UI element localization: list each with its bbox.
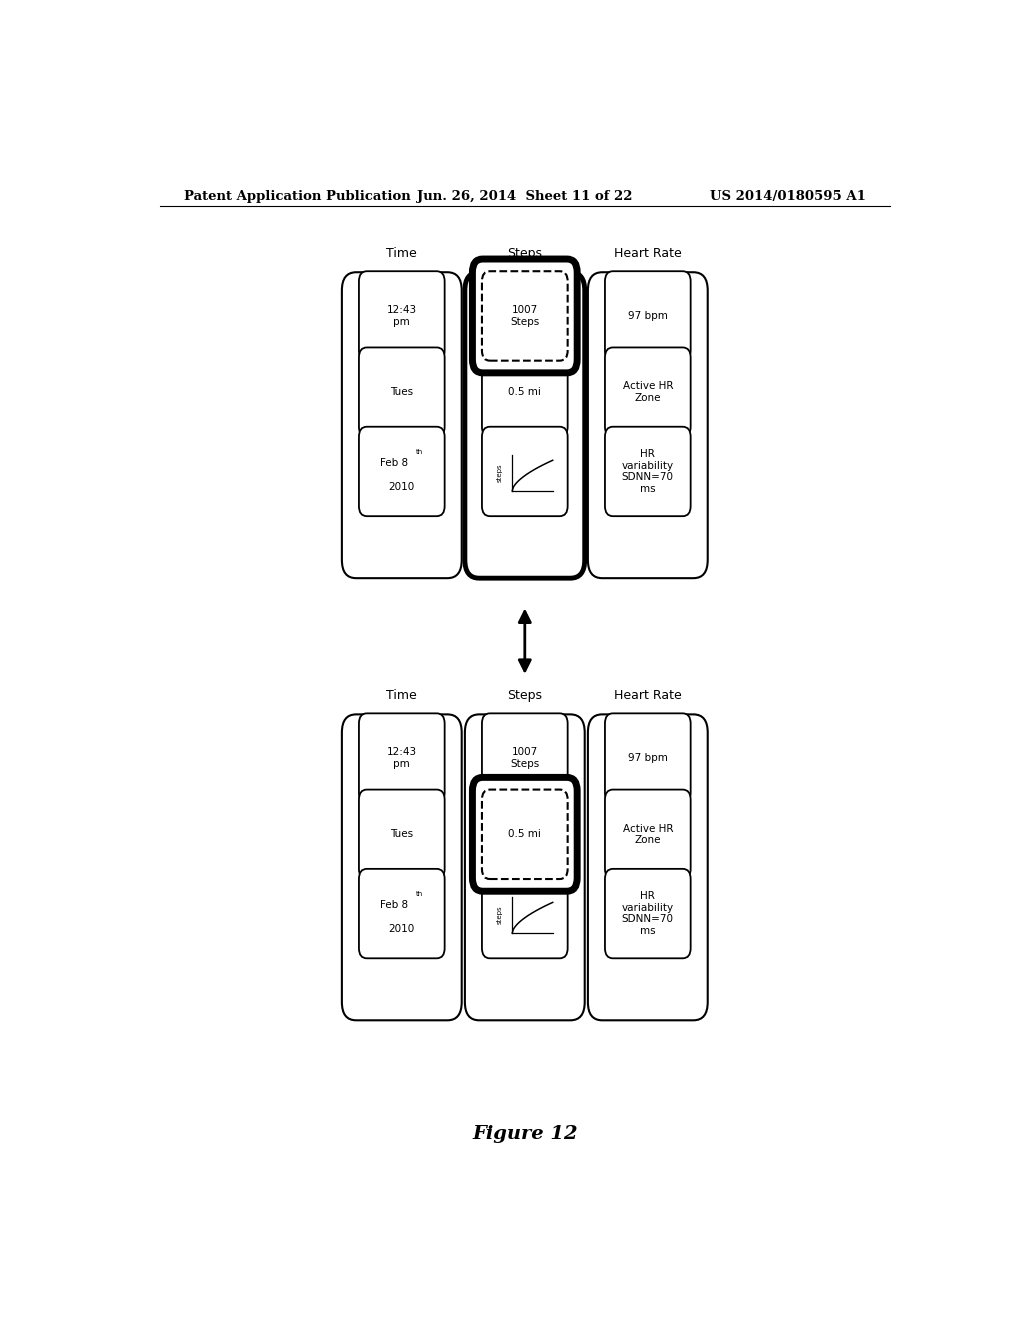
- FancyBboxPatch shape: [482, 347, 567, 437]
- FancyBboxPatch shape: [342, 272, 462, 578]
- Text: Steps: Steps: [507, 247, 543, 260]
- Text: 12:43
pm: 12:43 pm: [387, 747, 417, 768]
- FancyBboxPatch shape: [605, 789, 690, 879]
- Text: 2010: 2010: [389, 482, 415, 491]
- Text: HR
variability
SDNN=70
ms: HR variability SDNN=70 ms: [622, 891, 674, 936]
- FancyBboxPatch shape: [359, 789, 444, 879]
- Text: th: th: [416, 891, 423, 898]
- Text: Steps: Steps: [507, 689, 543, 702]
- Text: US 2014/0180595 A1: US 2014/0180595 A1: [711, 190, 866, 202]
- Text: Feb 8: Feb 8: [380, 458, 408, 469]
- FancyBboxPatch shape: [359, 426, 444, 516]
- FancyBboxPatch shape: [605, 869, 690, 958]
- Text: Active HR
Zone: Active HR Zone: [623, 824, 673, 845]
- Text: 1007
Steps: 1007 Steps: [510, 305, 540, 327]
- FancyBboxPatch shape: [359, 347, 444, 437]
- Text: Tues: Tues: [390, 829, 414, 840]
- FancyBboxPatch shape: [482, 869, 567, 958]
- FancyBboxPatch shape: [472, 777, 578, 891]
- FancyBboxPatch shape: [472, 259, 578, 372]
- Text: Active HR
Zone: Active HR Zone: [623, 381, 673, 403]
- Text: Time: Time: [386, 689, 417, 702]
- FancyBboxPatch shape: [342, 714, 462, 1020]
- FancyBboxPatch shape: [605, 271, 690, 360]
- Text: Feb 8: Feb 8: [380, 900, 408, 911]
- FancyBboxPatch shape: [588, 272, 708, 578]
- FancyBboxPatch shape: [482, 713, 567, 803]
- Text: Heart Rate: Heart Rate: [614, 689, 682, 702]
- Text: 0.5 mi: 0.5 mi: [508, 829, 542, 840]
- FancyBboxPatch shape: [605, 713, 690, 803]
- FancyBboxPatch shape: [359, 713, 444, 803]
- Text: steps: steps: [497, 463, 503, 482]
- Text: Time: Time: [386, 247, 417, 260]
- FancyBboxPatch shape: [465, 272, 585, 578]
- FancyBboxPatch shape: [482, 789, 567, 879]
- Text: HR
variability
SDNN=70
ms: HR variability SDNN=70 ms: [622, 449, 674, 494]
- Text: Heart Rate: Heart Rate: [614, 247, 682, 260]
- Text: 1007
Steps: 1007 Steps: [510, 747, 540, 768]
- FancyBboxPatch shape: [605, 426, 690, 516]
- Text: steps: steps: [497, 906, 503, 924]
- FancyBboxPatch shape: [465, 714, 585, 1020]
- Text: Tues: Tues: [390, 387, 414, 397]
- Text: 2010: 2010: [389, 924, 415, 933]
- Text: th: th: [416, 449, 423, 455]
- FancyBboxPatch shape: [588, 714, 708, 1020]
- Text: 97 bpm: 97 bpm: [628, 754, 668, 763]
- Text: 12:43
pm: 12:43 pm: [387, 305, 417, 327]
- FancyBboxPatch shape: [359, 869, 444, 958]
- Text: Patent Application Publication: Patent Application Publication: [183, 190, 411, 202]
- Text: Figure 12: Figure 12: [472, 1125, 578, 1143]
- Text: 0.5 mi: 0.5 mi: [508, 387, 542, 397]
- Text: 97 bpm: 97 bpm: [628, 312, 668, 321]
- FancyBboxPatch shape: [482, 271, 567, 360]
- FancyBboxPatch shape: [605, 347, 690, 437]
- FancyBboxPatch shape: [482, 426, 567, 516]
- Text: Jun. 26, 2014  Sheet 11 of 22: Jun. 26, 2014 Sheet 11 of 22: [417, 190, 633, 202]
- FancyBboxPatch shape: [359, 271, 444, 360]
